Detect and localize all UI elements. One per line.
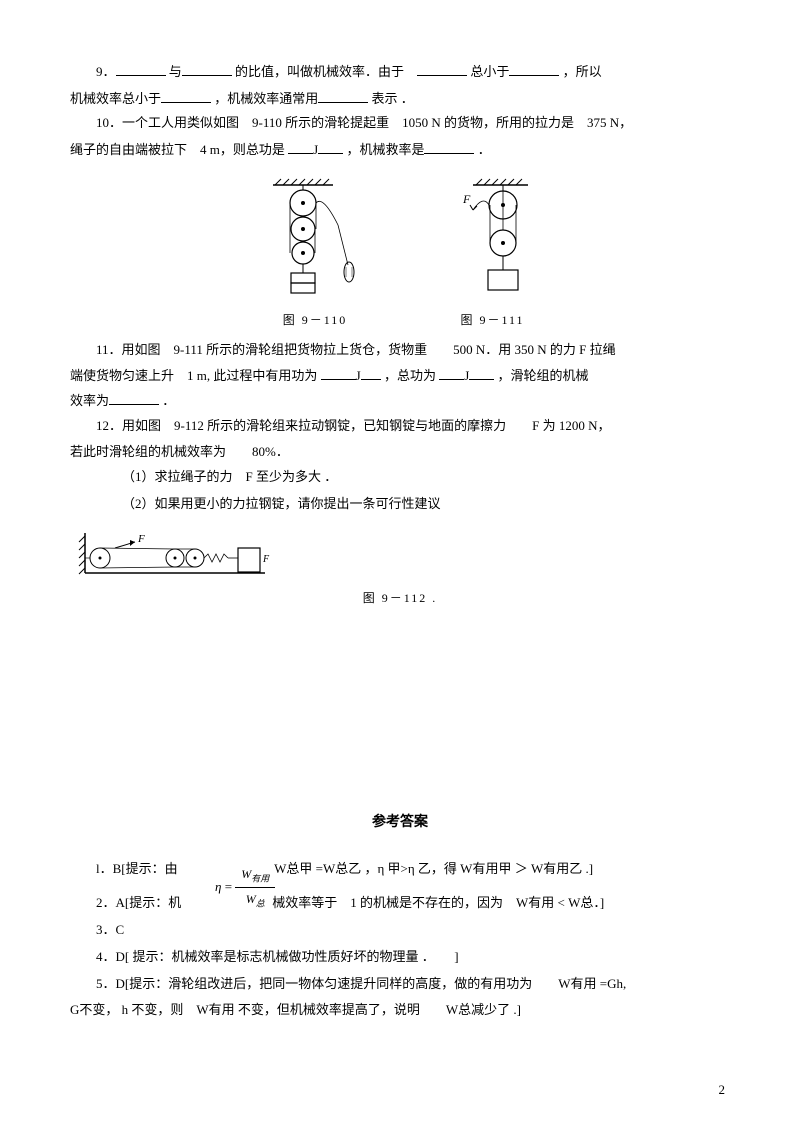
fig-caption-1: 图 9－110 xyxy=(263,309,368,332)
question-11: 11．用如图 9-111 所示的滑轮组把货物拉上货仓，货物重 500 N．用 3… xyxy=(70,338,730,363)
a2: 2．A[提示：机 械效率等于 1 的机械是不存在的，因为 W有用 < W总．] xyxy=(96,895,604,910)
blank xyxy=(509,62,559,76)
q9-t4: ，所以 xyxy=(563,64,602,79)
q11-line1: 11．用如图 9-111 所示的滑轮组把货物拉上货仓，货物重 500 N．用 3… xyxy=(96,342,616,357)
a4: 4．D[ 提示：机械效率是标志机械做功性质好坏的物理量 ． ] xyxy=(96,949,459,964)
q11-tail: ，滑轮组的机械 xyxy=(498,368,589,383)
question-10: 10．一个工人用类似如图 9-110 所示的滑轮提起重 1050 N 的货物，所… xyxy=(70,111,730,136)
a5: 5．D[提示：滑轮组改进后，把同一物体匀速提升同样的高度，做的有用功为 W有用 … xyxy=(96,976,626,991)
q12-s1: （1）求拉绳子的力 F 至少为多大 ． xyxy=(122,469,337,484)
q12-line1: 12．用如图 9-112 所示的滑轮组来拉动钢锭，已知钢锭与地面的摩擦力 F 为… xyxy=(96,418,610,433)
question-9-cont: 机械效率总小于 ，机械效率通常用 表示 ． xyxy=(70,87,730,112)
horizontal-pulley-diagram: F F₁ xyxy=(70,528,270,583)
blank xyxy=(321,366,356,380)
figure-9-110: 图 9－110 xyxy=(263,175,368,332)
figures-row: 图 9－110 F 图 9－ xyxy=(70,175,730,332)
page-number: 2 xyxy=(719,1078,726,1103)
q9-t6: 表示 ． xyxy=(372,91,414,106)
q11-line3: 效率为 xyxy=(70,393,109,408)
q9-prefix: 9． xyxy=(96,64,116,79)
blank xyxy=(288,140,313,154)
a1-mid: W总甲 =W总乙 ，η 甲>η 乙，得 W有用甲 ＞ W有用乙 .] xyxy=(274,861,593,876)
question-11-cont: 端使货物匀速上升 1 m, 此过程中有用功为 J ，总功为 J ，滑轮组的机械 xyxy=(70,364,730,389)
svg-text:F: F xyxy=(137,533,145,545)
q11-end: ． xyxy=(162,393,175,408)
fig-caption-2: 图 9－111 xyxy=(448,309,538,332)
q9-cont: 机械效率总小于 xyxy=(70,91,161,106)
question-12: 12．用如图 9-112 所示的滑轮组来拉动钢锭，已知钢锭与地面的摩擦力 F 为… xyxy=(70,414,730,439)
q9-t2: 的比值，叫做机械效率．由于 xyxy=(235,64,404,79)
q9-t1: 与 xyxy=(169,64,182,79)
frac-top: W有用 xyxy=(235,863,275,888)
figure-9-112: F F₁ 图 9－112 . xyxy=(70,528,730,610)
blank xyxy=(439,366,464,380)
question-12-line2: 若此时滑轮组的机械效率为 80%． xyxy=(70,440,730,465)
blank xyxy=(109,391,159,405)
blank xyxy=(318,140,343,154)
figure-9-111: F 图 9－111 xyxy=(448,175,538,332)
q11-line2a: 端使货物匀速上升 1 m, 此过程中有用功为 xyxy=(70,368,317,383)
question-12-sub1: （1）求拉绳子的力 F 至少为多大 ． xyxy=(70,465,730,490)
blank xyxy=(116,62,166,76)
blank xyxy=(417,62,467,76)
svg-text:F₁: F₁ xyxy=(262,554,270,565)
blank xyxy=(182,62,232,76)
answer-4: 4．D[ 提示：机械效率是标志机械做功性质好坏的物理量 ． ] xyxy=(70,945,730,970)
answer-5b: G不变， h 不变，则 W有用 不变，但机械效率提高了，说明 W总减少了 .] xyxy=(70,998,730,1023)
q9-t5: ，机械效率通常用 xyxy=(214,91,318,106)
fraction: W有用 W总 xyxy=(235,863,275,913)
question-11-line3: 效率为 ． xyxy=(70,389,730,414)
a5b: G不变， h 不变，则 W有用 不变，但机械效率提高了，说明 W总减少了 .] xyxy=(70,1002,521,1017)
q12-s2: （2）如果用更小的力拉钢锭，请你提出一条可行性建议 xyxy=(122,496,441,511)
q9-t3: 总小于 xyxy=(470,64,509,79)
q10-cont: 绳子的自由端被拉下 4 m，则总功是 xyxy=(70,142,285,157)
answer-block-1-2: l．B[提示：由 W总甲 =W总乙 ，η 甲>η 乙，得 W有用甲 ＞ W有用乙… xyxy=(70,857,730,916)
frac-bot: W总 xyxy=(235,888,275,912)
q10-line1: 10．一个工人用类似如图 9-110 所示的滑轮提起重 1050 N 的货物，所… xyxy=(96,115,632,130)
pulley-diagram-2: F xyxy=(448,175,538,305)
q10-t2: ，机械救率是 xyxy=(346,142,424,157)
blank xyxy=(361,366,381,380)
a3: 3．C xyxy=(96,922,124,937)
svg-text:F: F xyxy=(462,192,471,206)
answer-1: l．B[提示：由 W总甲 =W总乙 ，η 甲>η 乙，得 W有用甲 ＞ W有用乙… xyxy=(70,857,730,882)
question-9: 9． 与 的比值，叫做机械效率．由于 总小于 ，所以 xyxy=(70,60,730,85)
answers-title: 参考答案 xyxy=(70,810,730,837)
question-10-cont: 绳子的自由端被拉下 4 m，则总功是 J ，机械救率是 ． xyxy=(70,138,730,163)
q12-l2: 若此时滑轮组的机械效率为 80%． xyxy=(70,444,289,459)
blank xyxy=(424,140,474,154)
answer-5: 5．D[提示：滑轮组改进后，把同一物体匀速提升同样的高度，做的有用功为 W有用 … xyxy=(70,972,730,997)
blank xyxy=(469,366,494,380)
a1-pre: l．B[提示：由 xyxy=(96,861,178,876)
pulley-diagram-1 xyxy=(263,175,368,305)
formula-eta: η = W有用 W总 xyxy=(215,863,275,913)
q10-end: ． xyxy=(478,142,491,157)
fig-caption-3: 图 9－112 . xyxy=(70,587,730,610)
q11-mid: ，总功为 xyxy=(384,368,436,383)
eta-symbol: η xyxy=(215,879,221,894)
blank xyxy=(161,89,211,103)
answer-2: 2．A[提示：机 械效率等于 1 的机械是不存在的，因为 W有用 < W总．] xyxy=(70,891,730,916)
question-12-sub2: （2）如果用更小的力拉钢锭，请你提出一条可行性建议 xyxy=(70,492,730,517)
blank xyxy=(318,89,368,103)
answer-3: 3．C xyxy=(70,918,730,943)
